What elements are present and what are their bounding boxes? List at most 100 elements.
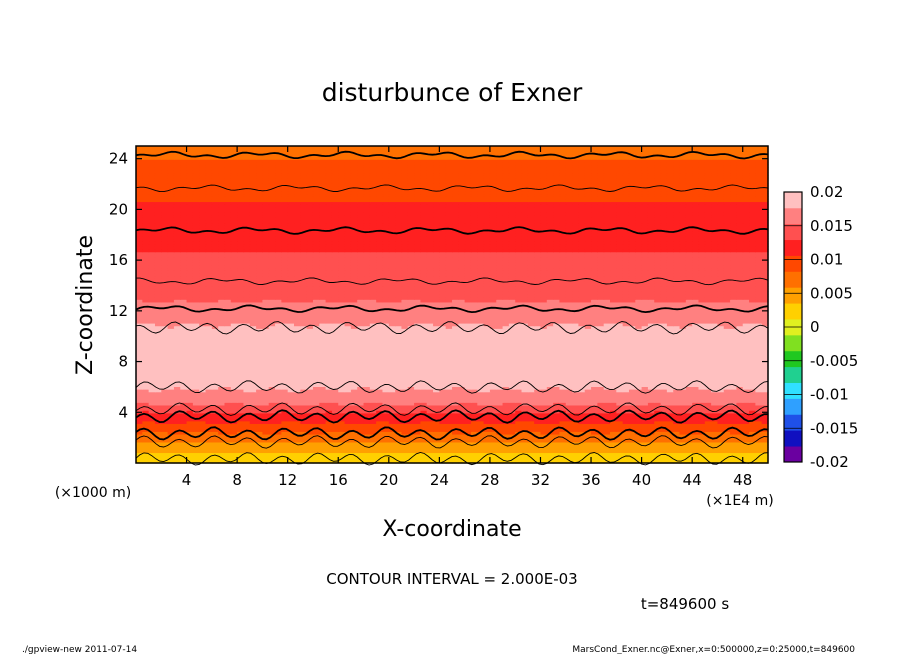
heatmap-cell: [211, 441, 219, 446]
heatmap-cell: [148, 428, 156, 432]
heatmap-cell: [692, 338, 700, 343]
heatmap-cell: [483, 378, 491, 382]
heatmap-cell: [458, 336, 466, 340]
heatmap-cell: [464, 436, 472, 440]
heatmap-cell: [369, 338, 377, 343]
heatmap-cell: [654, 354, 662, 358]
heatmap-cell: [755, 338, 763, 343]
heatmap-cell: [546, 410, 554, 414]
heatmap-cell: [470, 349, 478, 353]
heatmap-cell: [350, 330, 358, 335]
heatmap-cell: [344, 457, 352, 461]
heatmap-cell: [180, 375, 188, 380]
heatmap-cell: [268, 333, 276, 337]
heatmap-cell: [136, 399, 143, 403]
heatmap-cell: [414, 383, 421, 387]
heatmap-cell: [489, 439, 497, 443]
heatmap-cell: [673, 399, 681, 403]
heatmap-cell: [698, 386, 706, 390]
heatmap-cell: [357, 455, 365, 459]
heatmap-cell: [167, 455, 175, 459]
heatmap-cell: [211, 391, 219, 395]
heatmap-cell: [572, 346, 579, 351]
heatmap-cell: [666, 447, 674, 451]
heatmap-cell: [591, 439, 598, 443]
heatmap-cell: [173, 460, 181, 464]
heatmap-cell: [736, 352, 744, 356]
heatmap-cell: [331, 338, 339, 343]
heatmap-cell: [749, 333, 756, 337]
heatmap-cell: [458, 378, 466, 382]
heatmap-cell: [281, 412, 289, 417]
heatmap-cell: [761, 383, 769, 387]
heatmap-cell: [483, 383, 491, 387]
heatmap-cell: [654, 333, 662, 337]
heatmap-cell: [559, 338, 567, 343]
heatmap-cell: [395, 383, 403, 387]
heatmap-cell: [439, 352, 447, 356]
heatmap-cell: [610, 426, 617, 430]
heatmap-cell: [275, 426, 282, 430]
heatmap-cell: [527, 349, 535, 353]
heatmap-cell: [294, 460, 301, 464]
heatmap-cell: [610, 455, 617, 459]
heatmap-cell: [186, 439, 194, 443]
heatmap-cell: [319, 333, 327, 337]
heatmap-cell: [369, 359, 377, 364]
heatmap-cell: [420, 410, 428, 414]
heatmap-cell: [711, 330, 719, 335]
heatmap-cell: [685, 452, 693, 456]
heatmap-cell: [647, 341, 655, 345]
heatmap-cell: [262, 460, 270, 464]
heatmap-cell: [306, 378, 314, 382]
heatmap-cell: [369, 399, 377, 403]
heatmap-cell: [433, 441, 440, 446]
heatmap-cell: [584, 341, 592, 345]
heatmap-cell: [287, 352, 295, 356]
heatmap-cell: [357, 352, 365, 356]
heatmap-cell: [502, 410, 510, 414]
heatmap-cell: [711, 447, 719, 451]
heatmap-cell: [312, 370, 320, 374]
heatmap-cell: [597, 370, 605, 374]
heatmap-cell: [742, 378, 750, 382]
heatmap-cell: [452, 439, 459, 443]
heatmap-cell: [584, 344, 592, 348]
heatmap-cell: [199, 349, 207, 353]
heatmap-cell: [281, 457, 289, 461]
heatmap-cell: [685, 346, 693, 351]
heatmap-cell: [470, 394, 478, 398]
heatmap-cell: [610, 354, 617, 358]
heatmap-cell: [452, 407, 459, 411]
heatmap-cell: [407, 341, 415, 345]
heatmap-cell: [306, 412, 314, 417]
heatmap-cell: [616, 418, 624, 422]
heatmap-cell: [376, 383, 384, 387]
heatmap-cell: [319, 418, 327, 422]
heatmap-cell: [275, 362, 282, 366]
heatmap-cell: [692, 410, 700, 414]
heatmap-cell: [635, 439, 643, 443]
heatmap-cell: [256, 365, 263, 369]
heatmap-cell: [717, 412, 725, 417]
heatmap-cell: [635, 423, 643, 427]
heatmap-cell: [679, 370, 687, 374]
heatmap-cell: [553, 367, 561, 372]
heatmap-cell: [578, 386, 586, 390]
heatmap-cell: [224, 378, 232, 382]
heatmap-cell: [508, 346, 516, 351]
heatmap-cell: [483, 452, 491, 456]
heatmap-cell: [515, 378, 523, 382]
heatmap-cell: [243, 404, 251, 409]
heatmap-cell: [458, 354, 466, 358]
heatmap-cell: [704, 457, 712, 461]
heatmap-cell: [287, 362, 295, 366]
heatmap-cell: [230, 354, 238, 358]
heatmap-cell: [376, 386, 384, 390]
heatmap-cell: [496, 460, 504, 464]
heatmap-cell: [192, 341, 200, 345]
heatmap-cell: [673, 423, 681, 427]
heatmap-cell: [319, 426, 327, 430]
heatmap-cell: [319, 362, 327, 366]
heatmap-cell: [565, 381, 573, 385]
